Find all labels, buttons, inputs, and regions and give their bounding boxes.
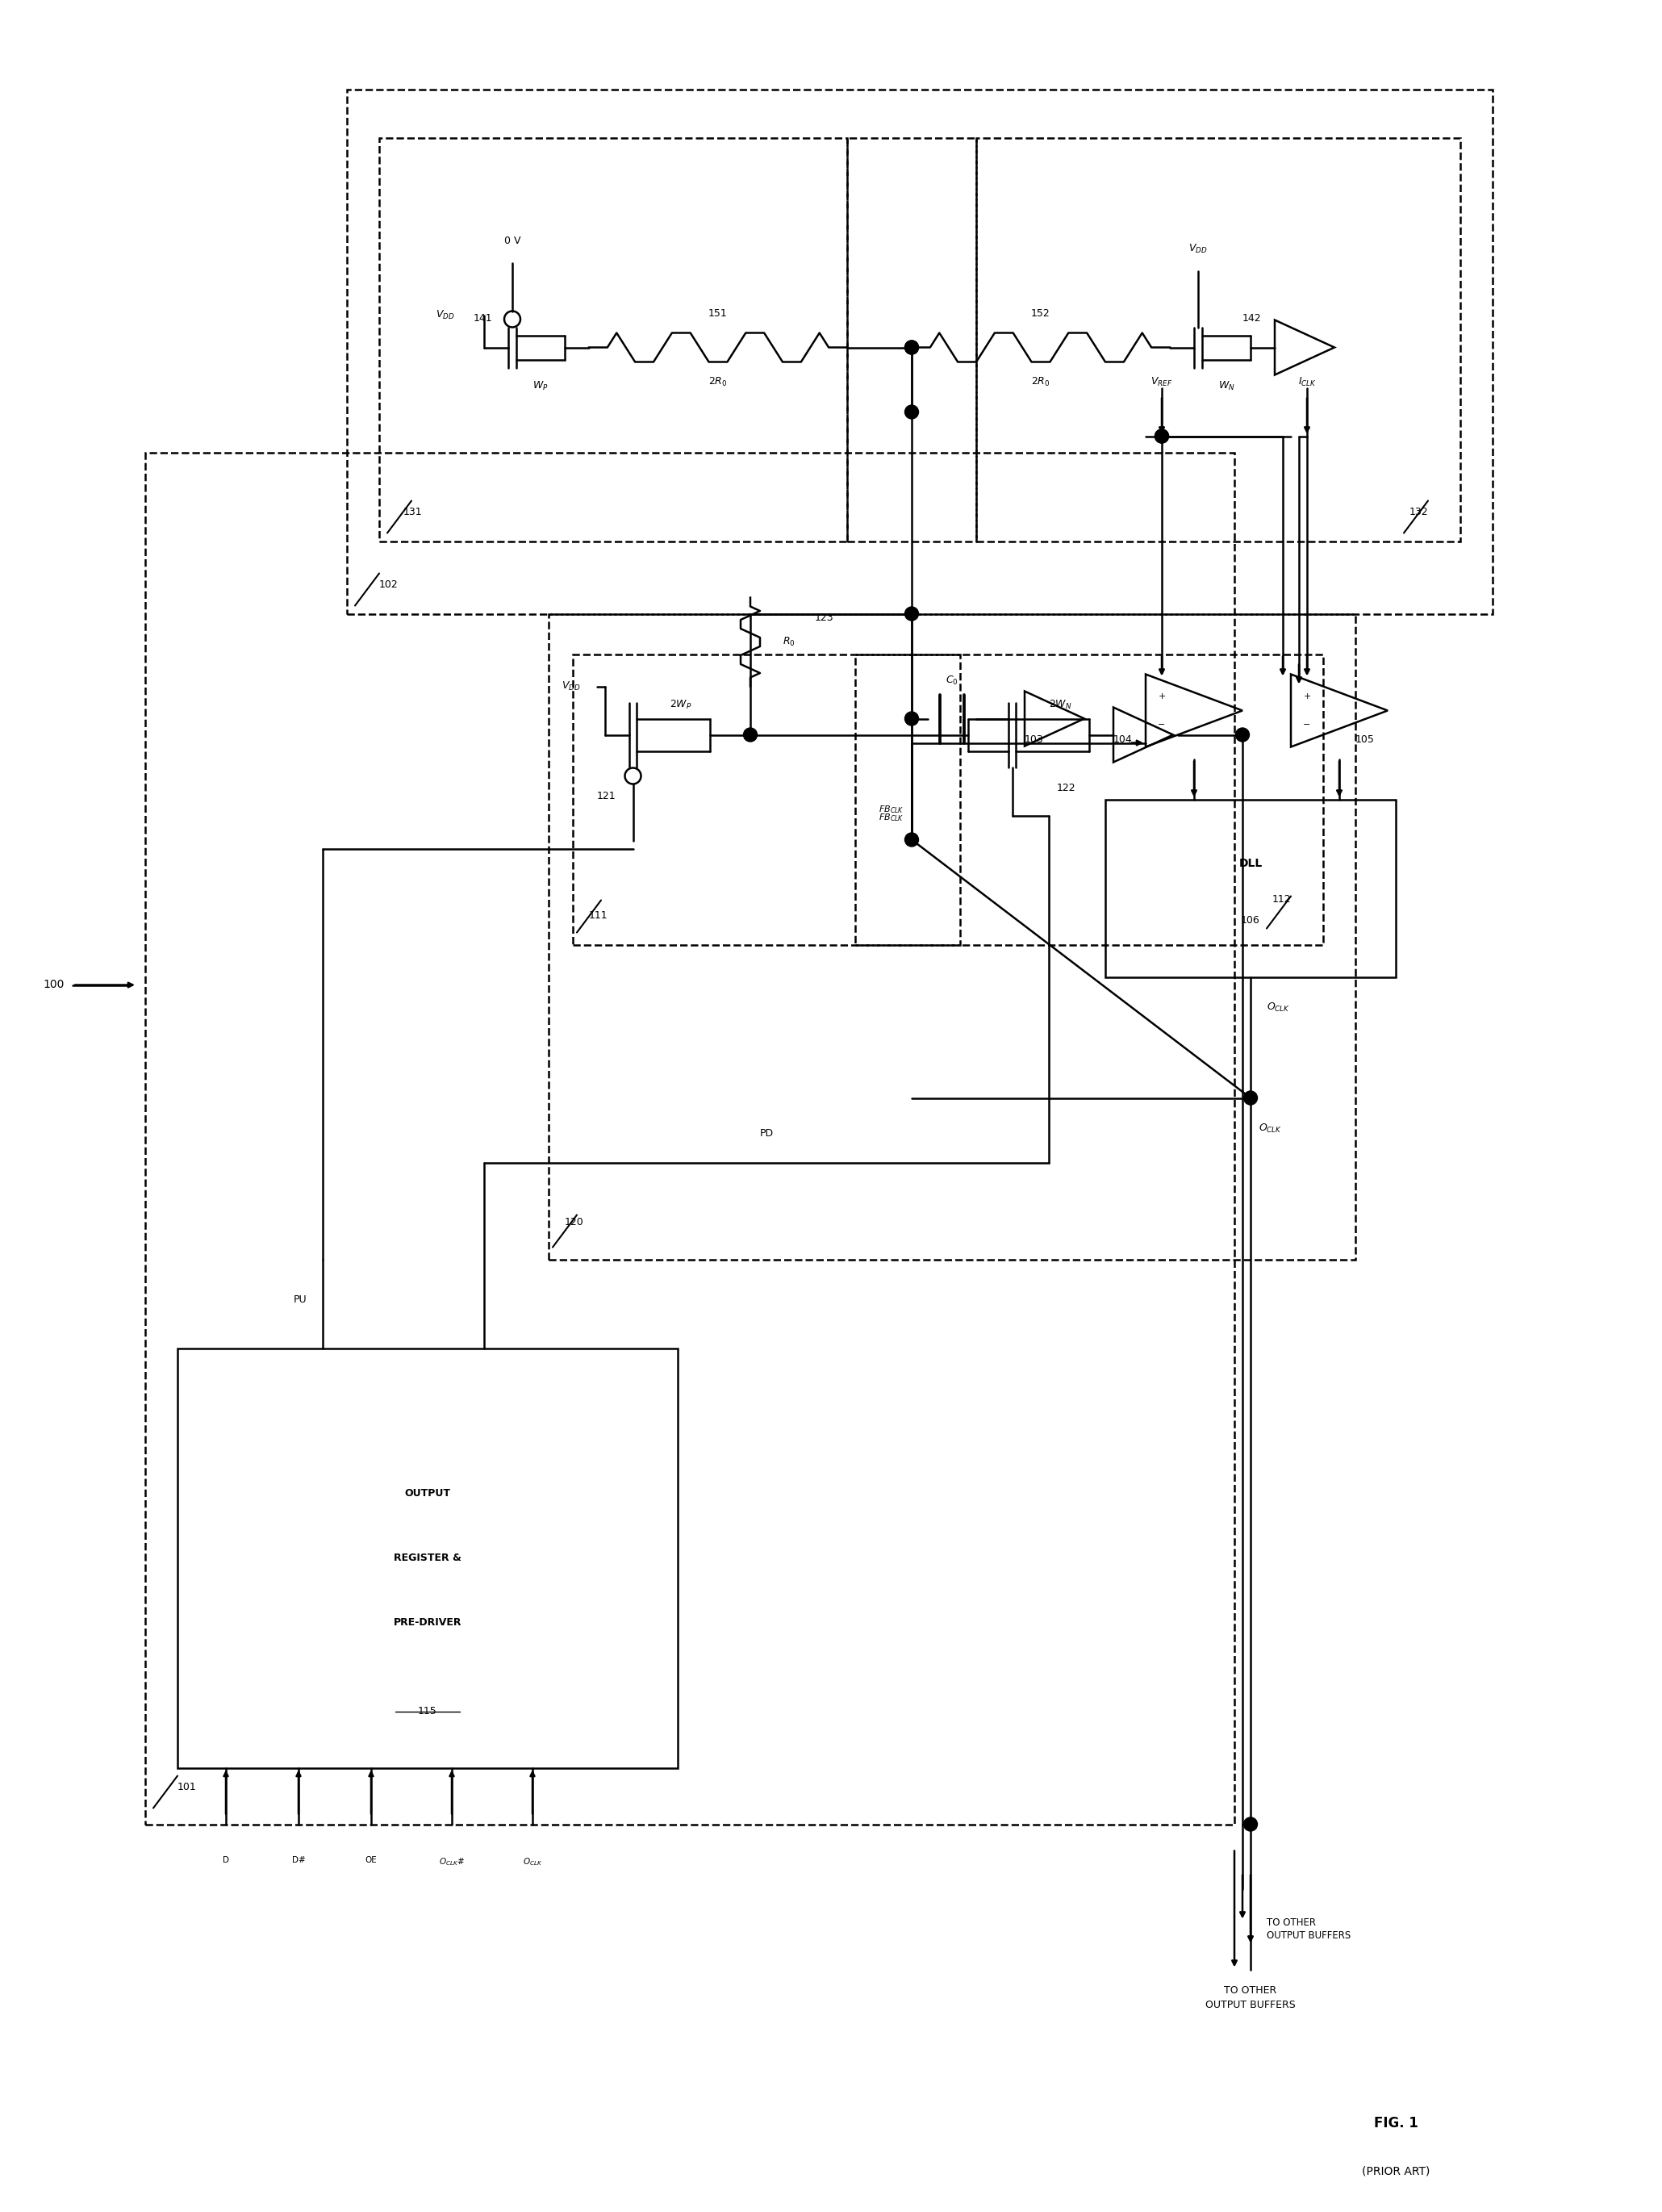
Text: 105: 105 [1356,734,1374,745]
Bar [548,613,1356,1259]
Text: FIG. 1: FIG. 1 [1373,2115,1418,2130]
Text: REGISTER &: REGISTER & [394,1553,462,1564]
Bar [976,137,1461,542]
Text: $O_{CLK}$: $O_{CLK}$ [1266,1002,1290,1013]
Text: 106: 106 [1242,916,1260,925]
Circle shape [904,341,919,354]
Text: $O_{CLK}$: $O_{CLK}$ [1258,1121,1281,1135]
Text: 131: 131 [404,507,422,518]
Circle shape [904,606,919,622]
Text: 111: 111 [588,909,608,920]
Text: DLL: DLL [1238,858,1263,869]
Bar [379,137,848,542]
Circle shape [1243,1818,1258,1832]
Circle shape [904,834,919,847]
Text: +: + [1158,692,1165,699]
Text: 103: 103 [1025,734,1044,745]
Text: 132: 132 [1409,507,1428,518]
Text: 151: 151 [708,310,728,319]
Text: $O_{CLK}$: $O_{CLK}$ [522,1856,542,1867]
Circle shape [904,341,919,354]
Text: 112: 112 [1271,894,1291,905]
Text: TO OTHER
OUTPUT BUFFERS: TO OTHER OUTPUT BUFFERS [1205,1986,1296,2011]
Text: TO OTHER
OUTPUT BUFFERS: TO OTHER OUTPUT BUFFERS [1266,1918,1351,1940]
Text: OUTPUT: OUTPUT [404,1489,450,1498]
Text: 100: 100 [43,980,65,991]
Text: $FB_{CLK}$: $FB_{CLK}$ [878,805,904,816]
Text: −: − [1158,721,1165,730]
Text: (PRIOR ART): (PRIOR ART) [1361,2166,1429,2177]
Circle shape [1155,429,1168,442]
Text: $V_{REF}$: $V_{REF}$ [1150,376,1173,387]
Text: 101: 101 [178,1781,196,1792]
Text: $I_{CLK}$: $I_{CLK}$ [1298,376,1316,387]
Text: $2R_0$: $2R_0$ [708,376,728,387]
Text: D: D [223,1856,229,1865]
Circle shape [1243,1091,1258,1104]
Bar [848,137,976,542]
Bar [178,1347,678,1767]
Text: $V_{DD}$: $V_{DD}$ [435,310,455,321]
Text: 104: 104 [1114,734,1132,745]
Text: D#: D# [293,1856,306,1865]
Text: 141: 141 [474,312,492,323]
Text: $2W_P$: $2W_P$ [670,699,691,710]
Text: $R_0$: $R_0$ [783,635,794,648]
Text: 123: 123 [814,613,834,624]
Text: 142: 142 [1243,312,1261,323]
Circle shape [904,712,919,726]
Bar [856,655,1323,945]
Circle shape [743,728,758,741]
Text: 102: 102 [379,580,399,591]
Text: $V_{DD}$: $V_{DD}$ [562,681,582,692]
Text: 115: 115 [419,1705,437,1717]
Circle shape [904,405,919,418]
Text: −: − [1303,721,1311,730]
Text: $2W_N$: $2W_N$ [1049,699,1072,710]
Text: $FB_{CLK}$: $FB_{CLK}$ [878,812,904,823]
Bar [145,451,1235,1825]
Text: PD: PD [760,1128,773,1139]
Text: $C_0$: $C_0$ [946,675,959,686]
Text: PU: PU [293,1294,306,1305]
Text: 0 V: 0 V [504,237,520,246]
Text: 122: 122 [1057,783,1075,794]
Circle shape [1235,728,1250,741]
Text: $V_{DD}$: $V_{DD}$ [1188,243,1208,254]
Text: $2R_0$: $2R_0$ [1030,376,1050,387]
Bar [1105,799,1396,978]
Text: $O_{CLK}$#: $O_{CLK}$# [439,1856,465,1867]
Text: OE: OE [366,1856,377,1865]
Text: 120: 120 [565,1217,583,1228]
Text: $W_P$: $W_P$ [532,380,548,392]
Text: +: + [1303,692,1311,699]
Text: $W_N$: $W_N$ [1218,380,1235,392]
Circle shape [1155,429,1168,442]
Text: PRE-DRIVER: PRE-DRIVER [394,1617,462,1628]
Bar [573,655,961,945]
Text: 121: 121 [597,792,617,801]
Bar [347,88,1492,613]
Text: 152: 152 [1030,310,1050,319]
